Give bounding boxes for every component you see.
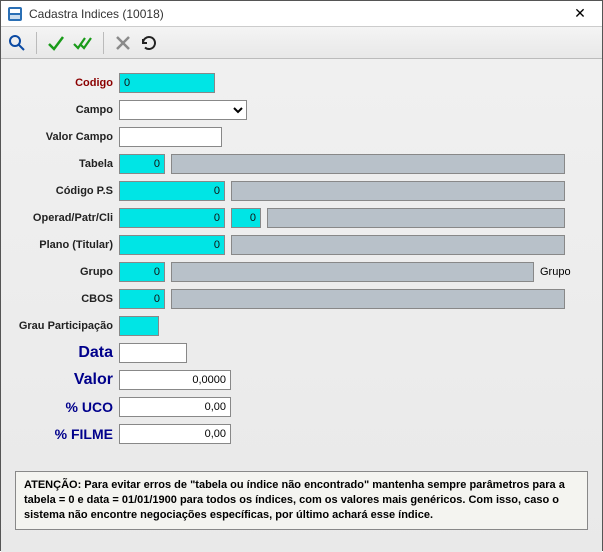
operad-desc [267,208,565,228]
cbos-label: CBOS [15,293,119,305]
valor-input[interactable] [119,370,231,390]
codigo-label: Codigo [15,77,119,89]
codigo-ps-label: Código P.S [15,185,119,197]
plano-label: Plano (Titular) [15,239,119,251]
codigo-input[interactable] [119,73,215,93]
operad-label: Operad/Patr/Cli [15,212,119,224]
campo-select[interactable] [119,100,247,120]
app-icon [7,6,23,22]
operad-input[interactable] [119,208,225,228]
close-button[interactable]: ✕ [564,5,596,22]
grau-input[interactable] [119,316,159,336]
valor-campo-input[interactable] [119,127,222,147]
tabela-input[interactable] [119,154,165,174]
codigo-ps-input[interactable] [119,181,225,201]
cancel-icon[interactable] [113,33,133,53]
data-input[interactable] [119,343,187,363]
confirm-all-icon[interactable] [72,33,94,53]
valor-label: Valor [15,371,119,389]
search-icon[interactable] [7,33,27,53]
toolbar [1,27,602,59]
window-title: Cadastra Indices (10018) [29,7,564,21]
warning-panel: ATENÇÃO: Para evitar erros de "tabela ou… [15,471,588,530]
form-area: Codigo Campo Valor Campo Tabela Código P… [1,59,602,552]
toolbar-separator [103,32,104,54]
pct-uco-label: % UCO [15,399,119,415]
plano-desc [231,235,565,255]
pct-filme-input[interactable] [119,424,231,444]
plano-input[interactable] [119,235,225,255]
tabela-desc [171,154,565,174]
title-bar: Cadastra Indices (10018) ✕ [1,1,602,27]
data-label: Data [15,344,119,362]
grupo-input[interactable] [119,262,165,282]
toolbar-separator [36,32,37,54]
pct-filme-label: % FILME [15,426,119,442]
grupo-desc [171,262,534,282]
valor-campo-label: Valor Campo [15,131,119,143]
history-icon[interactable] [139,33,159,53]
cbos-input[interactable] [119,289,165,309]
operad-input-2[interactable] [231,208,261,228]
grupo-label: Grupo [15,266,119,278]
confirm-icon[interactable] [46,33,66,53]
tabela-label: Tabela [15,158,119,170]
grupo-suffix: Grupo [540,266,571,278]
campo-label: Campo [15,104,119,116]
cbos-desc [171,289,565,309]
pct-uco-input[interactable] [119,397,231,417]
codigo-ps-desc [231,181,565,201]
grau-label: Grau Participação [15,320,119,332]
